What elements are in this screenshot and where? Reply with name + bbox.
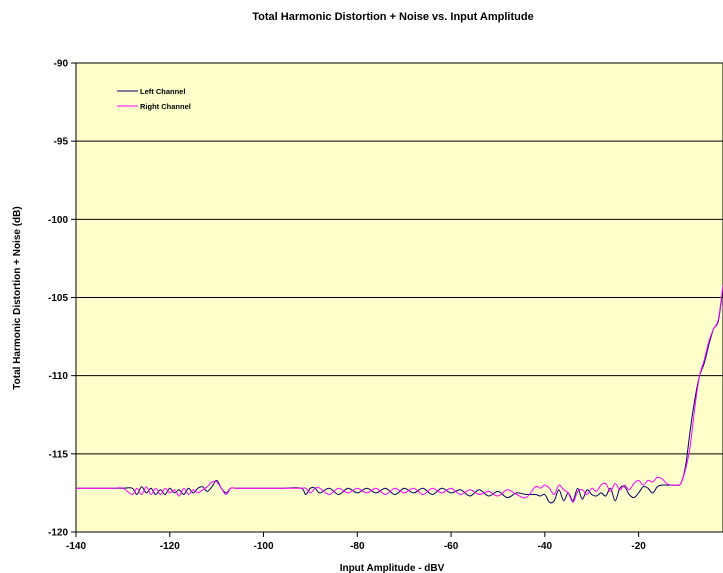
x-tick-label: -80 <box>350 541 365 552</box>
legend: Left Channel Right Channel <box>117 87 191 111</box>
x-tick-label: -60 <box>444 541 459 552</box>
x-axis-ticks: -140 -120 -100 -80 -60 -40 -20 <box>66 532 646 552</box>
y-tick-label: -110 <box>49 371 69 382</box>
x-tick-label: -120 <box>160 541 180 552</box>
y-axis-ticks: -90 -95 -100 -105 -110 -115 -120 <box>48 59 76 539</box>
x-tick-label: -20 <box>631 541 646 552</box>
y-tick-label: -120 <box>48 528 68 539</box>
series-lines <box>76 284 723 504</box>
x-axis-label: Input Amplitude - dBV <box>340 563 445 573</box>
y-tick-label: -90 <box>54 59 69 70</box>
x-tick-label: -40 <box>538 541 553 552</box>
gridlines <box>76 62 723 533</box>
chart-title: Total Harmonic Distortion + Noise vs. In… <box>252 11 533 23</box>
y-tick-label: -115 <box>49 449 69 460</box>
y-axis-label: Total Harmonic Distortion + Noise (dB) <box>12 206 23 389</box>
y-tick-label: -105 <box>48 293 68 304</box>
y-tick-label: -95 <box>54 137 69 148</box>
series-line-right-channel <box>76 284 723 503</box>
x-tick-label: -140 <box>66 541 86 552</box>
x-tick-label: -100 <box>254 541 274 552</box>
y-tick-label: -100 <box>48 215 68 226</box>
legend-label-left-channel: Left Channel <box>140 87 185 96</box>
legend-label-right-channel: Right Channel <box>140 102 191 111</box>
